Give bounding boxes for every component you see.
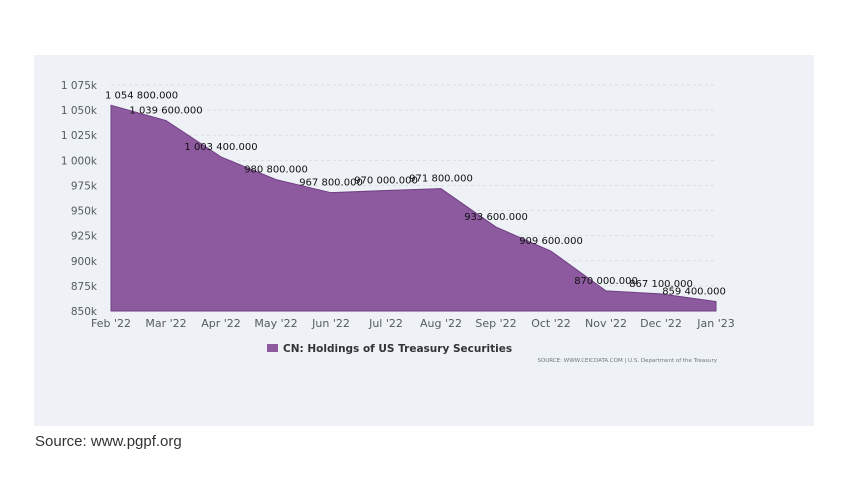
y-tick-label: 1 025k [61, 130, 98, 142]
x-tick-label: Mar '22 [145, 317, 186, 330]
y-tick-label: 900k [71, 256, 98, 268]
y-tick-label: 950k [71, 206, 98, 218]
y-tick-label: 875k [71, 281, 98, 293]
data-label: 967 800.000 [299, 178, 363, 189]
x-tick-label: Apr '22 [201, 317, 241, 330]
chart-panel: 850k 875k 900k 925k 950k 975k 1 000k 1 025k 1 05… [34, 55, 814, 426]
data-label: 970 000.000 [354, 175, 418, 186]
y-tick-label: 975k [71, 180, 98, 192]
area-series[interactable] [110, 104, 717, 312]
data-label: 933 600.000 [464, 212, 528, 223]
y-tick-label: 1 050k [61, 105, 98, 117]
y-tick-label: 1 000k [61, 155, 98, 167]
y-tick-label: 850k [71, 306, 98, 318]
data-label: 1 003 400.000 [184, 142, 257, 153]
y-axis: 850k 875k 900k 925k 950k 975k 1 000k 1 025k 1 05… [61, 80, 98, 318]
data-label: 1 039 600.000 [129, 106, 202, 117]
x-tick-label: Sep '22 [475, 317, 516, 330]
y-tick-label: 1 075k [61, 80, 98, 92]
area-chart: 850k 875k 900k 925k 950k 975k 1 000k 1 025k 1 05… [61, 80, 735, 364]
legend[interactable]: CN: Holdings of US Treasury Securities [267, 343, 512, 355]
x-axis: Feb '22 Mar '22 Apr '22 May '22 Jun '22 Jul '… [91, 317, 735, 330]
data-label: 909 600.000 [519, 236, 583, 247]
page-source: Source: www.pgpf.org [35, 433, 182, 450]
data-label: 1 054 800.000 [105, 90, 178, 101]
area-layer [110, 104, 717, 312]
x-tick-label: Dec '22 [640, 317, 682, 330]
data-labels: 1 054 800.000 1 039 600.000 1 003 400.000 9… [105, 90, 726, 297]
data-label: 859 400.000 [662, 287, 726, 298]
x-tick-label: Feb '22 [91, 317, 131, 330]
data-label: 980 800.000 [244, 165, 308, 176]
x-tick-label: Jul '22 [368, 317, 403, 330]
x-tick-label: Nov '22 [585, 317, 627, 330]
data-label: 867 100.000 [629, 279, 693, 290]
chart-source-note: SOURCE: WWW.CEICDATA.COM | U.S. Departme… [537, 358, 717, 364]
legend-swatch [267, 344, 278, 352]
x-tick-label: Jan '23 [696, 317, 734, 330]
x-tick-label: Oct '22 [531, 317, 571, 330]
data-label: 870 000.000 [574, 276, 638, 287]
x-tick-label: May '22 [254, 317, 297, 330]
data-label: 971 800.000 [409, 174, 473, 185]
x-tick-label: Aug '22 [420, 317, 462, 330]
x-tick-label: Jun '22 [311, 317, 350, 330]
legend-label: CN: Holdings of US Treasury Securities [283, 343, 512, 355]
y-tick-label: 925k [71, 231, 98, 243]
